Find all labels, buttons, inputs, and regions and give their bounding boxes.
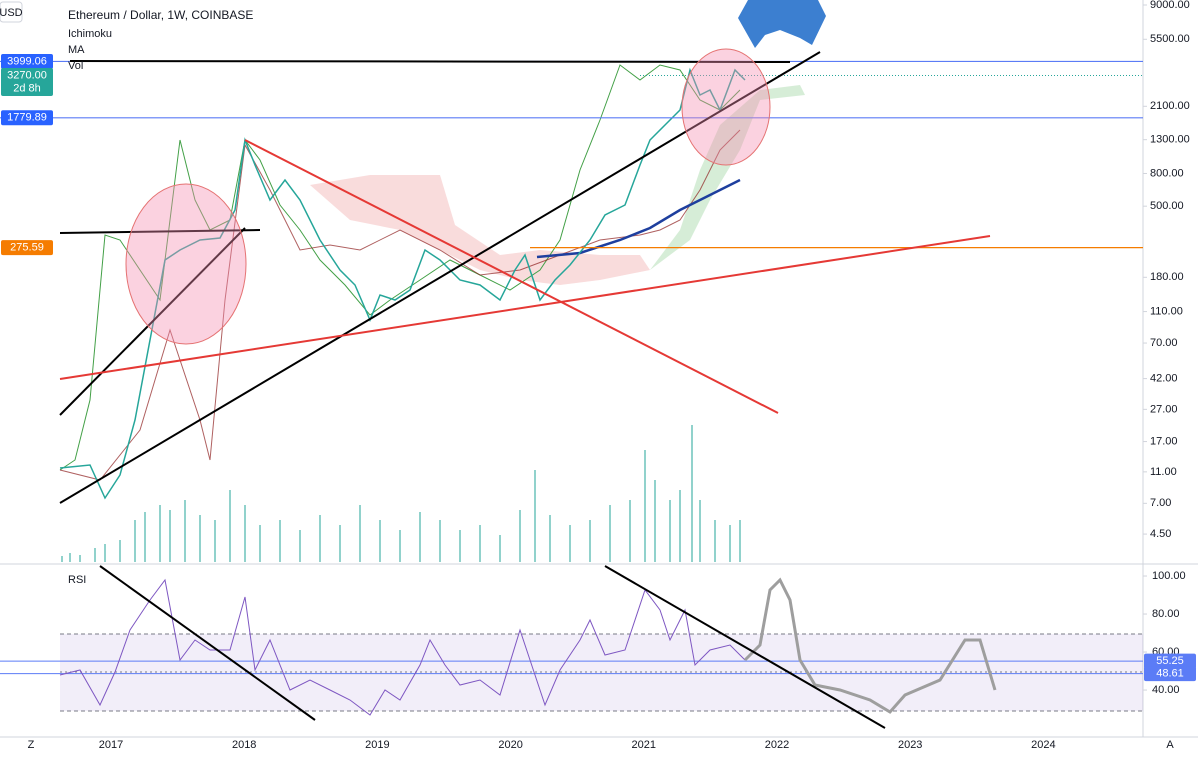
ichimoku-cloud [310, 175, 650, 285]
indicator-label[interactable]: MA [68, 44, 85, 56]
rsi-tick-label: 80.00 [1152, 608, 1180, 620]
currency-box[interactable] [0, 1, 23, 23]
price-tick-label: 7.00 [1150, 497, 1171, 509]
price-badge-label: 275.59 [10, 242, 44, 254]
rsi-badge [1144, 653, 1196, 669]
price-tick-label: 500.00 [1150, 200, 1184, 212]
price-badge [1, 67, 53, 96]
time-tick-label: 2021 [632, 739, 656, 751]
ichimoku-base [59, 129, 741, 481]
volume [61, 425, 741, 562]
price-tick-label: 180.00 [1150, 271, 1184, 283]
drawings [59, 0, 991, 504]
rsi-tick-label: 40.00 [1152, 684, 1180, 696]
button[interactable]: Z [28, 739, 35, 751]
price-tick-label: 1300.00 [1150, 134, 1190, 146]
price-badge [1, 240, 53, 256]
price-tick-label: 42.00 [1150, 373, 1178, 385]
highlight-ellipse [681, 48, 771, 166]
price-tick-label: 2100.00 [1150, 100, 1190, 112]
ichimoku-cloud [650, 85, 805, 270]
trend-line [604, 565, 886, 729]
currency: USD [0, 7, 23, 19]
indicator-label[interactable]: Vol [68, 60, 83, 72]
price-tick-label: 5500.00 [1150, 33, 1190, 45]
price-badge-label: 3270.00 [7, 69, 47, 81]
shape-drawing [738, 0, 826, 48]
price-tick-label: 17.00 [1150, 435, 1178, 447]
trend-line [59, 229, 261, 234]
price-series [59, 67, 746, 500]
price-badge-label: 1779.89 [7, 112, 47, 124]
ichimoku-lagging [59, 64, 741, 471]
rsi-projection [743, 577, 997, 714]
time-tick-label: 2018 [232, 739, 256, 751]
rsi-badge-label: 48.61 [1156, 668, 1184, 680]
rsi-badge [1144, 666, 1196, 682]
trend-line [59, 235, 991, 380]
price-badge-countdown: 2d 8h [13, 82, 41, 94]
price-tick-label: 800.00 [1150, 167, 1184, 179]
time-tick-label: 2024 [1031, 739, 1055, 751]
price-tick-label: 9000.00 [1150, 0, 1190, 11]
time-tick-label: 2017 [99, 739, 123, 751]
time-tick-label: 2022 [765, 739, 789, 751]
price-badge [1, 110, 53, 126]
volume-bars [61, 425, 741, 562]
rsi-badge-label: 55.25 [1156, 655, 1184, 667]
trend-line [69, 60, 791, 63]
time-tick-label: 2019 [365, 739, 389, 751]
trend-line [59, 227, 246, 416]
rsi-tick-label: 100.00 [1152, 570, 1186, 582]
highlight-ellipse [125, 183, 247, 345]
moving-average [536, 178, 741, 259]
symbol-title: Ethereum / Dollar, 1W, COINBASE [68, 8, 253, 22]
indicator-label[interactable]: Ichimoku [68, 28, 112, 40]
price-tick-label: 70.00 [1150, 337, 1178, 349]
price-tick-label: 4.50 [1150, 528, 1171, 540]
trend-line [99, 565, 316, 721]
price-tick-label: 110.00 [1150, 305, 1183, 317]
time-tick-label: 2023 [898, 739, 922, 751]
price-tick-label: 11.00 [1150, 466, 1177, 478]
button[interactable]: A [1166, 739, 1174, 751]
rsi-title: RSI [68, 574, 86, 586]
trend-line [59, 51, 821, 504]
price-badge [1, 53, 53, 69]
price-badge-label: 3999.06 [7, 55, 47, 67]
price-tick-label: 27.00 [1150, 403, 1178, 415]
trend-line [244, 139, 779, 414]
time-tick-label: 2020 [498, 739, 522, 751]
